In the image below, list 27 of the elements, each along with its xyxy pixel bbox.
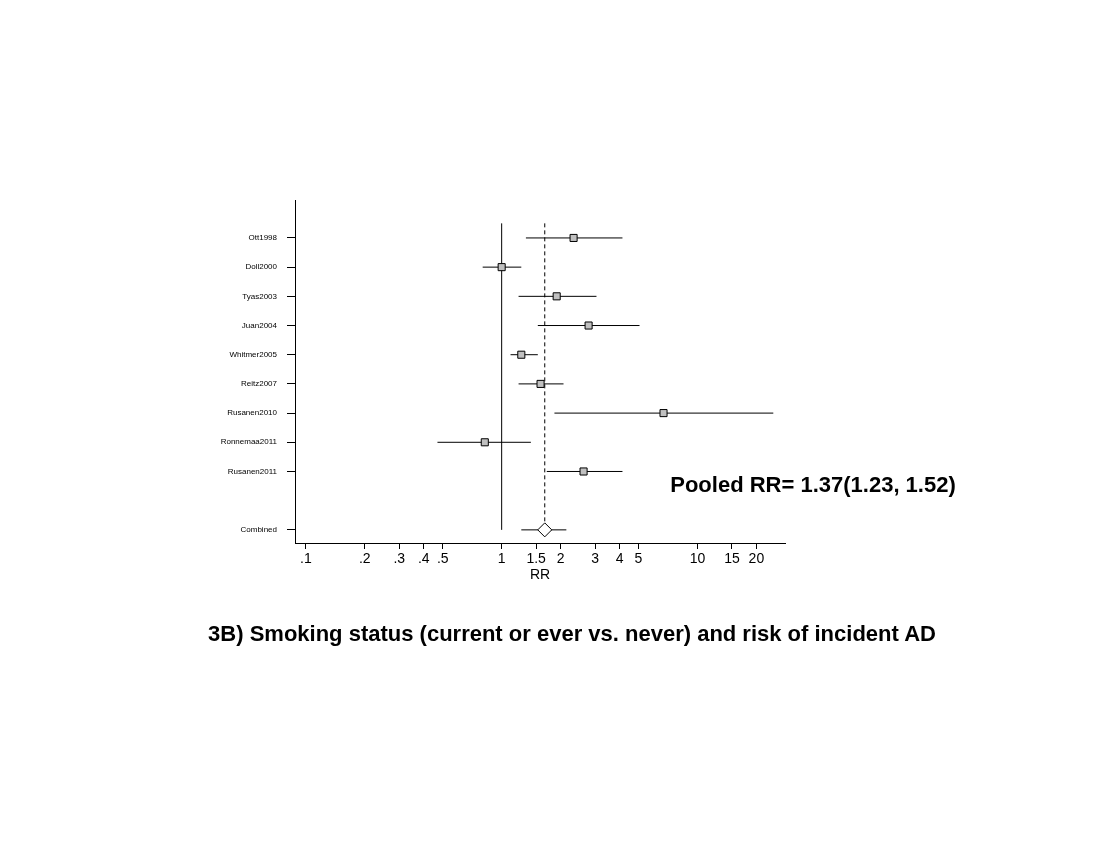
x-tick-label: .3 [393, 550, 406, 567]
y-tick-label: Ott1998 [248, 233, 278, 243]
x-tick-label: .1 [300, 550, 312, 567]
x-tick-label: 3 [591, 550, 600, 567]
y-tick-label: Tyas2003 [242, 291, 278, 301]
x-tick-label: 20 [748, 550, 765, 567]
x-tick-label: 1 [497, 550, 506, 567]
x-tick-label: .4 [417, 550, 430, 567]
y-tick-label: Whitmer2005 [229, 349, 278, 359]
text: 3B) Smoking status (current or ever vs. never) and risk of incident AD [208, 621, 936, 647]
x-tick-label: 1.5 [526, 550, 547, 567]
x-tick-label: 5 [634, 550, 643, 567]
x-tick-label: 15 [724, 550, 740, 567]
y-tick-label: Doll2000 [245, 262, 278, 272]
y-tick-label: Rusanen2011 [227, 466, 278, 476]
x-tick-label: 10 [689, 550, 706, 567]
y-tick-label: Reitz2007 [240, 379, 278, 389]
annotation: Pooled RR= 1.37(1.23, 1.52) [670, 472, 956, 498]
y-tick-label: Rusanen2010 [227, 408, 278, 418]
y-tick-label: Ronnemaa2011 [220, 437, 278, 447]
y-tick-label: Combined [240, 525, 277, 535]
x-tick-label: 4 [615, 550, 624, 567]
x-tick-label: 2 [556, 550, 565, 567]
x-tick-label: .2 [358, 550, 371, 567]
x-tick-label: .5 [436, 550, 449, 567]
x-axis-title: RR [529, 566, 551, 583]
y-tick-label: Juan2004 [241, 320, 278, 330]
